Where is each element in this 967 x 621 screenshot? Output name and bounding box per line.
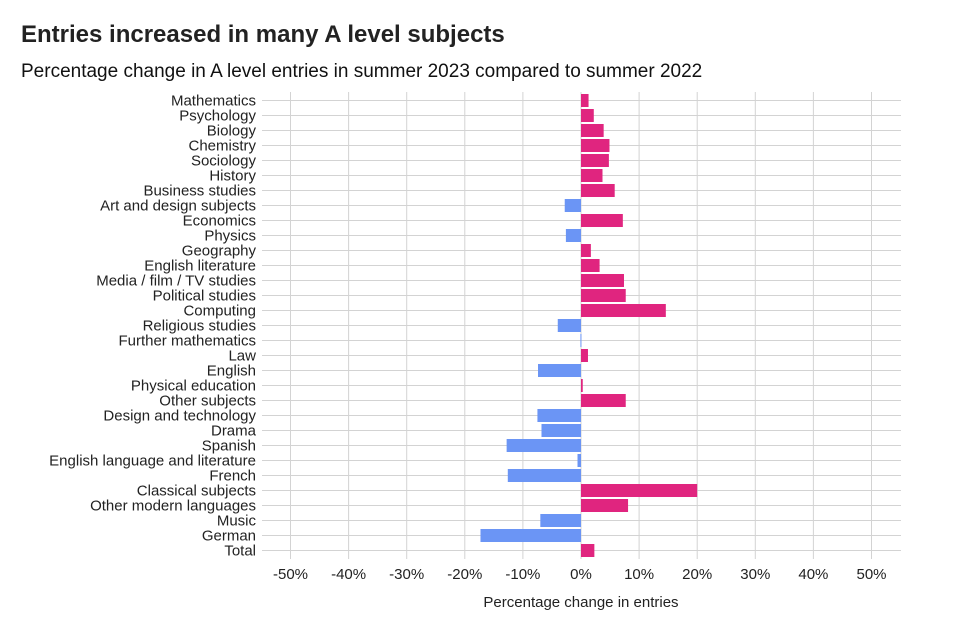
category-label: Drama bbox=[211, 423, 257, 440]
x-tick-label: 0% bbox=[570, 566, 592, 583]
category-label: French bbox=[209, 468, 256, 485]
bar bbox=[581, 154, 609, 167]
category-label: Psychology bbox=[179, 108, 256, 125]
category-label: Law bbox=[228, 348, 256, 365]
x-tick-label: 40% bbox=[798, 566, 828, 583]
bar bbox=[581, 244, 591, 257]
bar bbox=[506, 439, 581, 452]
bar bbox=[581, 259, 600, 272]
category-label: Further mathematics bbox=[118, 333, 256, 350]
category-label: Physics bbox=[204, 228, 256, 245]
category-label: Other modern languages bbox=[90, 498, 256, 515]
bars bbox=[480, 94, 698, 557]
bar bbox=[581, 544, 595, 557]
bar bbox=[541, 424, 581, 437]
x-tick-label: 10% bbox=[624, 566, 654, 583]
category-label: History bbox=[209, 168, 256, 185]
x-tick-label: -10% bbox=[505, 566, 540, 583]
bar bbox=[480, 529, 581, 542]
bar bbox=[581, 109, 594, 122]
category-label: Physical education bbox=[131, 378, 256, 395]
bar bbox=[537, 409, 581, 422]
bar bbox=[581, 94, 589, 107]
chart-title: Entries increased in many A level subjec… bbox=[21, 21, 505, 48]
bar bbox=[581, 139, 610, 152]
bar bbox=[538, 364, 581, 377]
bar bbox=[580, 334, 582, 347]
category-label: Art and design subjects bbox=[100, 198, 256, 215]
category-label: English language and literature bbox=[49, 453, 256, 470]
category-label: Business studies bbox=[143, 183, 256, 200]
bar bbox=[565, 229, 581, 242]
x-tick-label: -50% bbox=[273, 566, 308, 583]
category-label: Mathematics bbox=[171, 93, 256, 110]
category-label: Sociology bbox=[191, 153, 257, 170]
category-label: Geography bbox=[182, 243, 257, 260]
category-label: English bbox=[207, 363, 256, 380]
category-label: Media / film / TV studies bbox=[96, 273, 256, 290]
bar bbox=[581, 499, 629, 512]
bar bbox=[581, 484, 698, 497]
bar bbox=[581, 304, 666, 317]
bar bbox=[581, 184, 615, 197]
bar bbox=[564, 199, 581, 212]
bar bbox=[581, 379, 583, 392]
category-label: Total bbox=[224, 543, 256, 560]
x-tick-labels: -50% -40% -30% -20% -10% 0% 10% 20% 30% 40% 50% bbox=[273, 566, 887, 583]
bar bbox=[507, 469, 581, 482]
category-label: Religious studies bbox=[143, 318, 256, 335]
bar bbox=[581, 274, 624, 287]
category-label: Music bbox=[217, 513, 257, 530]
bar bbox=[557, 319, 581, 332]
category-label: Political studies bbox=[153, 288, 256, 305]
x-tick-label: -30% bbox=[389, 566, 424, 583]
category-label: Economics bbox=[183, 213, 256, 230]
chart-subtitle: Percentage change in A level entries in … bbox=[21, 61, 703, 82]
x-tick-label: -20% bbox=[447, 566, 482, 583]
category-label: Computing bbox=[183, 303, 256, 320]
bar bbox=[581, 214, 623, 227]
category-label: German bbox=[202, 528, 256, 545]
gridlines bbox=[262, 92, 901, 559]
bar bbox=[581, 289, 626, 302]
x-tick-label: 20% bbox=[682, 566, 712, 583]
bar bbox=[581, 394, 626, 407]
category-label: English literature bbox=[144, 258, 256, 275]
category-label: Design and technology bbox=[103, 408, 256, 425]
category-labels: MathematicsPsychologyBiologyChemistrySoc… bbox=[49, 93, 256, 560]
category-label: Chemistry bbox=[188, 138, 256, 155]
bar bbox=[581, 124, 604, 137]
bar bbox=[581, 349, 588, 362]
x-tick-label: -40% bbox=[331, 566, 366, 583]
category-label: Spanish bbox=[202, 438, 256, 455]
bar bbox=[581, 169, 603, 182]
category-label: Other subjects bbox=[159, 393, 256, 410]
x-tick-label: 30% bbox=[740, 566, 770, 583]
category-label: Classical subjects bbox=[137, 483, 256, 500]
x-tick-label: 50% bbox=[856, 566, 886, 583]
category-label: Biology bbox=[207, 123, 257, 140]
bar bbox=[540, 514, 581, 527]
x-axis-title: Percentage change in entries bbox=[483, 594, 678, 611]
bar bbox=[577, 454, 581, 467]
